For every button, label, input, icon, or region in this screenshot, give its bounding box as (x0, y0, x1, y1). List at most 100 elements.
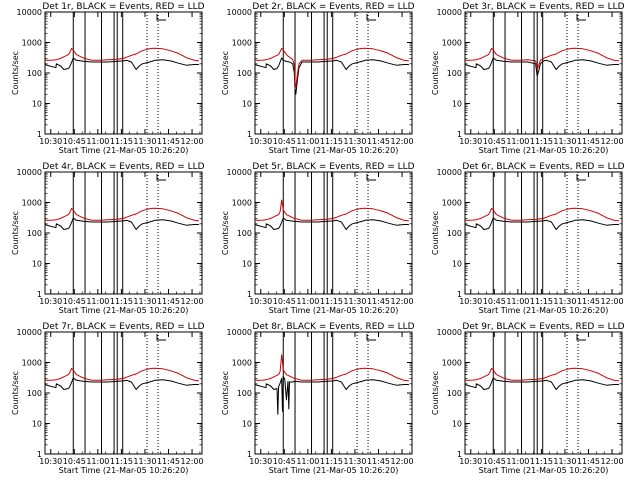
y-axis-label: Counts/sec (11, 51, 20, 95)
y-axis-label: Counts/sec (431, 211, 440, 255)
y-tick-label: 10000 (437, 328, 462, 337)
saa-bracket-marker (576, 14, 587, 21)
y-tick-label: 1000 (442, 39, 462, 48)
saa-bracket-marker (156, 14, 167, 21)
saa-bracket-marker (156, 334, 167, 341)
x-tick-label: 10:45 (483, 137, 506, 146)
y-tick-label: 10000 (437, 8, 462, 17)
y-tick-label: 1000 (232, 359, 252, 368)
y-tick-label: 10000 (17, 8, 42, 17)
x-tick-label: 11:45 (157, 137, 180, 146)
y-tick-label: 100 (237, 389, 252, 398)
y-axis-label: Counts/sec (11, 211, 20, 255)
x-tick-label: 10:30 (459, 457, 482, 466)
series-line-events (44, 377, 199, 390)
panel-title: Det 5r, BLACK = Events, RED = LLD (252, 162, 414, 172)
y-tick-label: 10000 (227, 8, 252, 17)
detector-panel-6: Det 6r, BLACK = Events, RED = LLD 1 10 100 1… (431, 162, 625, 315)
series-line-lld (255, 354, 409, 382)
x-tick-label: 11:00 (296, 297, 319, 306)
saa-bracket-marker (576, 334, 587, 341)
y-tick-label: 1000 (22, 199, 42, 208)
x-tick-label: 11:30 (343, 137, 366, 146)
x-tick-label: 11:00 (506, 457, 529, 466)
y-tick-label: 10 (242, 100, 252, 109)
y-tick-label: 100 (27, 389, 42, 398)
y-axis-label: Counts/sec (221, 51, 230, 95)
y-tick-label: 100 (447, 389, 462, 398)
y-tick-label: 10000 (17, 328, 42, 337)
x-tick-label: 10:30 (39, 457, 62, 466)
x-tick-label: 11:30 (133, 297, 156, 306)
detector-panel-5: Det 5r, BLACK = Events, RED = LLD 1 10 100 1… (221, 162, 415, 315)
y-tick-label: 1 (457, 130, 462, 139)
x-axis-label: Start Time (21-Mar-05 10:26:20) (479, 146, 609, 155)
x-tick-label: 11:30 (133, 457, 156, 466)
x-axis-label: Start Time (21-Mar-05 10:26:20) (479, 306, 609, 315)
x-axis-label: Start Time (21-Mar-05 10:26:20) (59, 466, 189, 475)
x-tick-label: 10:30 (459, 297, 482, 306)
series-line-events (44, 217, 199, 230)
x-tick-label: 11:15 (320, 297, 343, 306)
y-tick-label: 10 (452, 260, 462, 269)
y-tick-label: 10000 (227, 168, 252, 177)
x-tick-label: 10:30 (39, 297, 62, 306)
detector-panel-4: Det 4r, BLACK = Events, RED = LLD 1 10 100 1… (11, 162, 205, 315)
detector-panel-2: Det 2r, BLACK = Events, RED = LLD 1 10 100 1… (221, 2, 415, 155)
y-tick-label: 1 (247, 290, 252, 299)
panel-title: Det 8r, BLACK = Events, RED = LLD (252, 322, 414, 332)
x-tick-label: 11:00 (86, 457, 109, 466)
x-tick-label: 12:00 (181, 297, 204, 306)
x-tick-label: 11:30 (343, 297, 366, 306)
series-line-events (44, 57, 199, 70)
x-tick-label: 11:15 (320, 137, 343, 146)
saa-bracket-marker (366, 334, 377, 341)
y-tick-label: 10000 (17, 168, 42, 177)
series-line-events (254, 57, 409, 95)
x-tick-label: 11:15 (320, 457, 343, 466)
series-line-events (254, 375, 409, 415)
x-tick-label: 12:00 (181, 137, 204, 146)
x-tick-label: 10:30 (249, 297, 272, 306)
y-tick-label: 1000 (232, 199, 252, 208)
saa-bracket-marker (156, 174, 167, 181)
y-tick-label: 100 (447, 229, 462, 238)
x-tick-label: 11:15 (530, 457, 553, 466)
y-tick-label: 10 (452, 420, 462, 429)
x-tick-label: 11:30 (553, 137, 576, 146)
series-line-lld (255, 199, 409, 222)
x-axis-label: Start Time (21-Mar-05 10:26:20) (479, 466, 609, 475)
series-line-lld (465, 47, 619, 70)
y-tick-label: 10000 (437, 168, 462, 177)
panel-title: Det 4r, BLACK = Events, RED = LLD (42, 162, 204, 172)
x-tick-label: 11:15 (110, 457, 133, 466)
y-tick-label: 1 (247, 450, 252, 459)
y-tick-label: 10 (242, 420, 252, 429)
saa-bracket-marker (366, 174, 377, 181)
x-tick-label: 12:00 (391, 457, 414, 466)
series-line-lld (255, 47, 409, 88)
x-tick-label: 11:45 (157, 457, 180, 466)
series-line-events (254, 217, 409, 230)
y-tick-label: 1000 (232, 39, 252, 48)
x-tick-label: 12:00 (181, 457, 204, 466)
x-tick-label: 10:30 (249, 137, 272, 146)
x-tick-label: 11:15 (530, 137, 553, 146)
panel-title: Det 2r, BLACK = Events, RED = LLD (252, 2, 414, 12)
x-axis-label: Start Time (21-Mar-05 10:26:20) (269, 466, 399, 475)
x-tick-label: 11:45 (577, 137, 600, 146)
y-tick-label: 100 (237, 229, 252, 238)
panel-title: Det 7r, BLACK = Events, RED = LLD (42, 322, 204, 332)
x-tick-label: 11:00 (506, 137, 529, 146)
y-tick-label: 1 (457, 290, 462, 299)
x-tick-label: 11:30 (553, 457, 576, 466)
x-tick-label: 12:00 (601, 137, 624, 146)
y-tick-label: 100 (237, 69, 252, 78)
x-axis-label: Start Time (21-Mar-05 10:26:20) (269, 146, 399, 155)
y-tick-label: 1000 (442, 199, 462, 208)
panel-title: Det 3r, BLACK = Events, RED = LLD (462, 2, 624, 12)
x-tick-label: 10:45 (273, 137, 296, 146)
x-tick-label: 10:45 (483, 457, 506, 466)
